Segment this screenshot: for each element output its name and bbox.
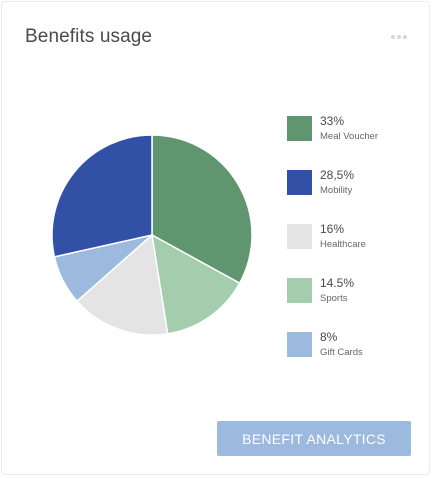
legend-item-meal-voucher: 33% Meal Voucher (287, 114, 417, 144)
legend-label: Meal Voucher (320, 131, 379, 142)
legend-value: 8% (320, 330, 338, 344)
legend-swatch (287, 224, 312, 249)
legend-item-healthcare: 16% Healthcare (287, 222, 417, 252)
legend-swatch (287, 332, 312, 357)
legend-swatch (287, 116, 312, 141)
legend-swatch (287, 170, 312, 195)
legend-label: Gift Cards (320, 347, 363, 358)
legend-value: 33% (320, 114, 345, 128)
legend-swatch (287, 278, 312, 303)
legend-item-sports: 14.5% Sports (287, 276, 417, 306)
legend-label: Sports (320, 293, 348, 304)
pie-slice-mobility (51, 134, 153, 258)
legend-label: Mobility (320, 185, 353, 196)
legend-item-gift-cards: 8% Gift Cards (287, 330, 417, 360)
legend-value: 28,5% (320, 168, 355, 182)
pie-slice-healthcare (75, 233, 169, 336)
pie-slice-sports (151, 233, 241, 335)
card-title: Benefits usage (25, 26, 153, 47)
legend-label: Healthcare (320, 239, 366, 250)
legend-value: 16% (320, 222, 345, 236)
more-horizontal-icon[interactable] (390, 32, 408, 42)
legend-value: 14.5% (320, 276, 355, 290)
benefits-pie-chart (51, 134, 253, 336)
benefit-analytics-button[interactable]: BENEFIT ANALYTICS (217, 421, 411, 456)
pie-slice-meal-voucher (151, 134, 253, 285)
legend-item-mobility: 28,5% Mobility (287, 168, 417, 198)
